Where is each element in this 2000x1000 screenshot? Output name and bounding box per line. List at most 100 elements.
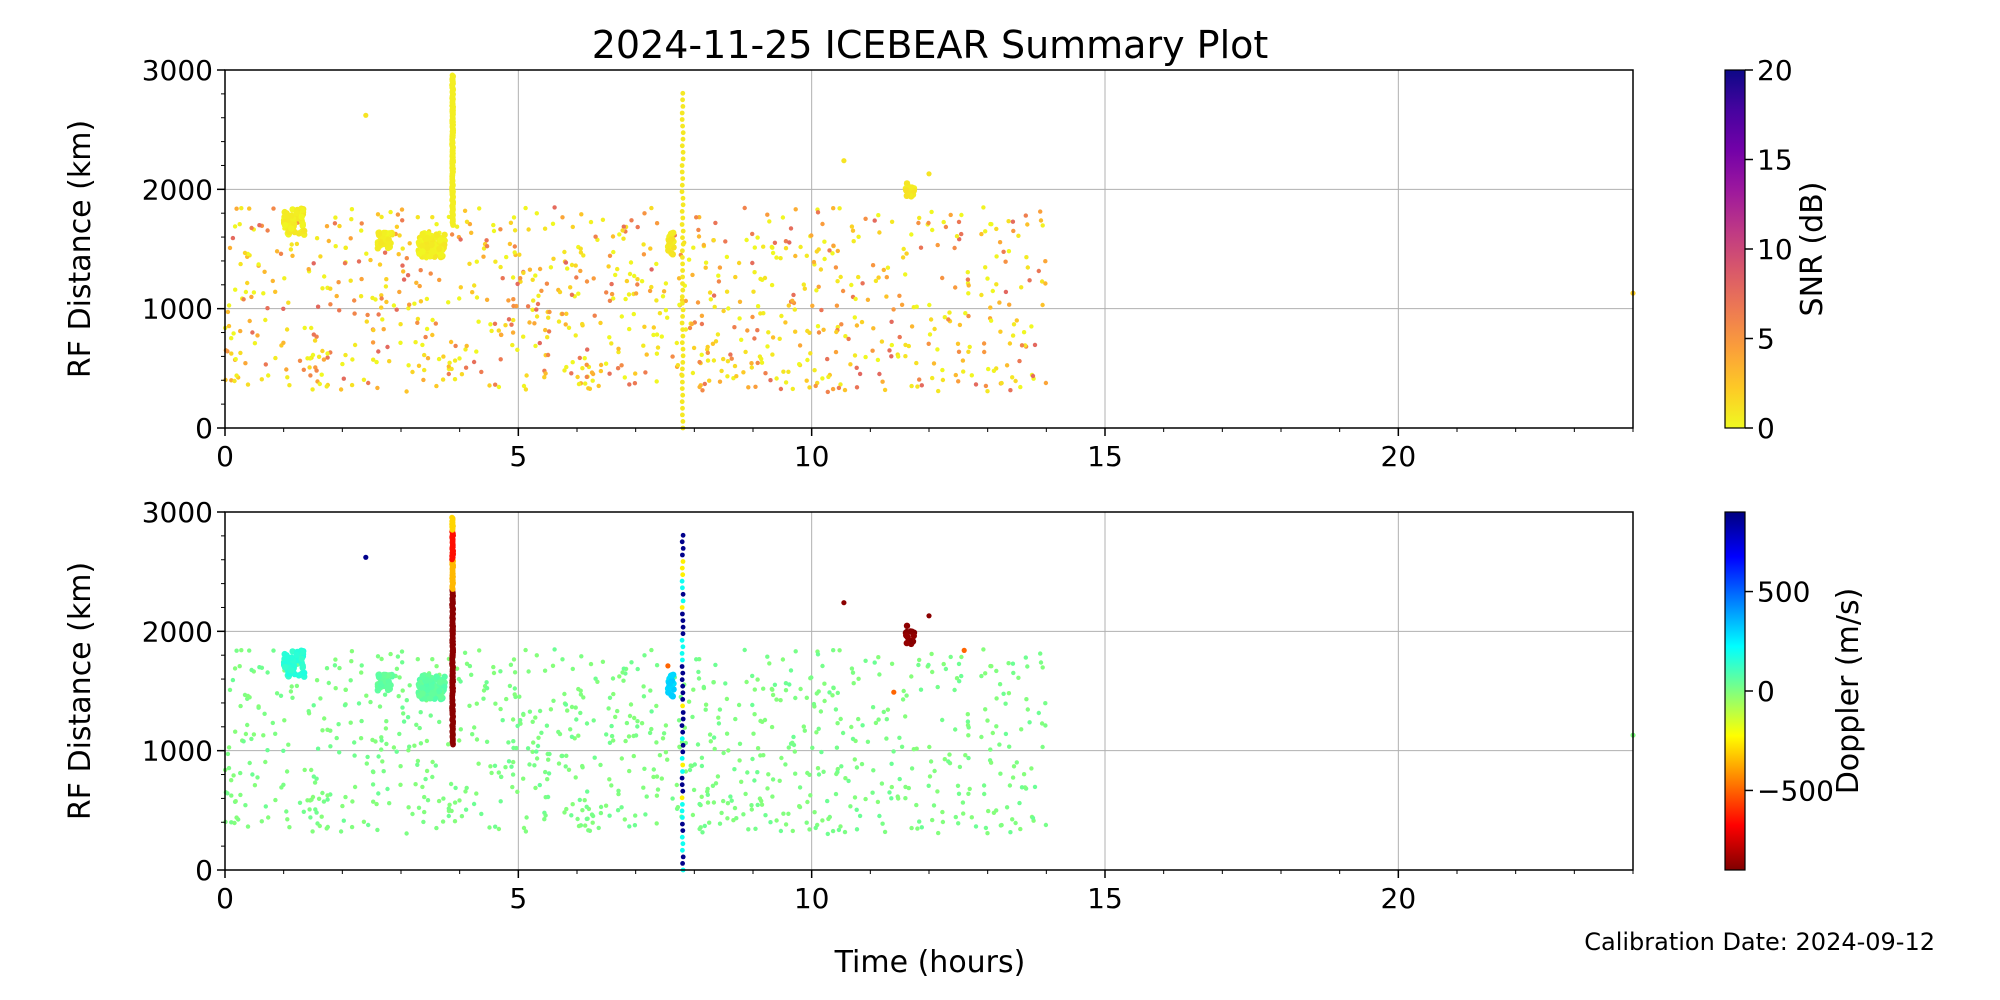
snr-data-point [266,373,271,378]
snr-data-point [1021,330,1027,335]
doppler-data-point [689,763,695,769]
snr-data-point [273,289,278,294]
doppler-data-point [621,678,626,683]
snr-data-point [414,280,419,285]
snr-data-point [247,206,252,211]
doppler-data-point [827,690,832,695]
snr-data-point [422,352,427,358]
doppler-data-point [726,748,731,753]
snr-data-point [537,266,543,272]
doppler-data-point [515,723,520,729]
snr-data-point [679,373,685,378]
doppler-data-point [452,819,458,824]
snr-data-point [530,307,535,312]
snr-data-point [997,300,1002,305]
doppler-data-point [755,746,761,751]
snr-data-point [676,276,682,281]
doppler-data-point [979,673,984,679]
snr-data-point [375,230,383,238]
snr-data-point [489,328,494,334]
snr-data-point [1022,343,1028,348]
snr-data-point [496,384,502,390]
doppler-data-point [627,824,632,829]
snr-data-point [915,384,920,389]
snr-data-point [364,251,369,256]
snr-data-point [320,348,325,354]
doppler-data-point [926,613,932,619]
doppler-data-point [400,688,405,693]
doppler-data-point [690,714,695,720]
snr-data-point [271,206,276,211]
snr-data-point [943,224,949,230]
doppler-data-point [680,670,686,676]
doppler-data-point [434,825,439,831]
snr-data-point [523,205,528,211]
doppler-data-point [311,703,316,708]
doppler-data-point [285,817,290,822]
doppler-data-point [854,827,860,832]
snr-data-point [301,367,306,372]
doppler-data-point [363,554,369,560]
doppler-data-point [370,782,376,787]
doppler-data-point [903,714,908,719]
snr-data-point [916,220,921,226]
doppler-data-point [752,687,757,692]
doppler-data-point [547,751,552,757]
snr-data-point [552,205,557,210]
snr-data-point [257,223,262,228]
doppler-data-point [511,739,516,744]
snr-data-point [752,270,757,275]
doppler-data-point [441,796,446,801]
doppler-data-point [1004,805,1010,810]
snr-data-point [725,359,731,364]
snr-data-point [736,260,742,266]
doppler-data-point [814,730,819,735]
doppler-data-point [822,698,827,704]
doppler-data-point [239,648,244,653]
snr-data-point [966,291,971,296]
snr-data-point [805,328,810,334]
snr-data-point [926,171,932,177]
snr-data-point [791,292,796,298]
doppler-data-point [777,778,782,783]
snr-data-point [616,349,621,355]
snr-data-point [539,288,544,293]
doppler-data-point [936,830,941,836]
doppler-data-point [687,767,693,773]
snr-data-point [981,341,987,346]
snr-data-point [318,254,323,259]
doppler-data-point [417,725,422,731]
doppler-data-point [375,654,381,659]
snr-data-point [556,319,562,324]
snr-data-point [981,205,986,210]
snr-data-point [288,247,294,252]
snr-data-point [660,294,666,299]
doppler-data-point [749,807,754,812]
snr-data-point [589,370,595,375]
doppler-data-point [1043,822,1049,828]
doppler-data-point [994,724,999,729]
doppler-data-point [533,715,538,720]
doppler-data-point [778,698,783,703]
doppler-data-point [487,825,492,830]
doppler-data-point [570,802,575,807]
snr-data-point [666,238,673,245]
doppler-data-point [534,653,539,658]
snr-data-point [957,322,963,328]
snr-data-point [816,330,822,335]
snr-data-point [543,327,548,333]
snr-data-point [1010,375,1015,380]
doppler-data-point [295,672,303,679]
doppler-data-point [1010,775,1016,780]
snr-data-point [654,221,660,226]
snr-data-point [838,274,843,280]
doppler-points [223,514,1636,873]
snr-data-point [321,357,327,362]
snr-data-point [790,298,795,303]
snr-data-point [521,270,526,275]
doppler-data-point [1007,744,1012,749]
doppler-data-point [395,654,401,659]
snr-data-point [860,281,865,286]
doppler-data-point [701,684,706,690]
doppler-data-point [489,770,494,776]
